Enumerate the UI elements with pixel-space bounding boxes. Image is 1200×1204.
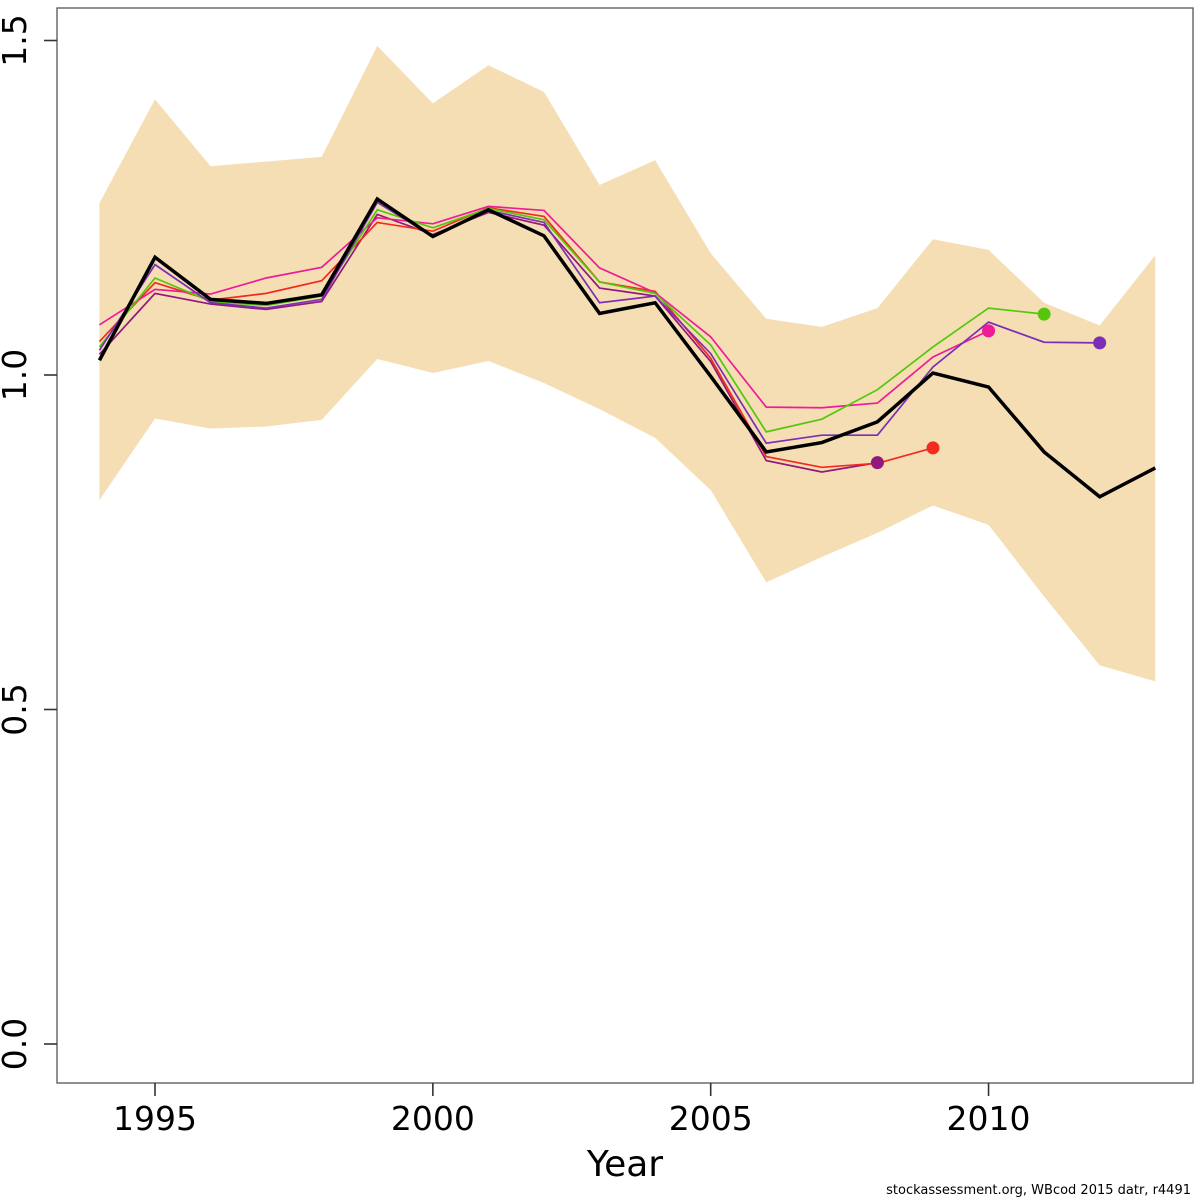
footer-citation: stockassessment.org, WBcod 2015 datr, r4… bbox=[886, 1183, 1191, 1198]
y-tick-label-1.0: 1.0 bbox=[0, 349, 34, 401]
series-line-retro-2009 bbox=[98, 206, 934, 469]
series-line-retro-2012 bbox=[98, 201, 1100, 445]
series-end-dot-retro-2009 bbox=[926, 441, 940, 455]
chart-dynamic-layer: 1995 2000 2005 2010 0.0 0.5 1.0 1.5 bbox=[0, 7, 1194, 1138]
series-end-dot-retro-2012 bbox=[1093, 336, 1107, 350]
y-tick-label-0.5: 0.5 bbox=[0, 683, 34, 735]
plot-box bbox=[56, 7, 1194, 1084]
series-end-dot-retro-2008 bbox=[870, 456, 884, 470]
confidence-band bbox=[99, 45, 1156, 682]
series-end-dot-retro-2011 bbox=[1037, 307, 1051, 321]
x-tick-label-2010: 2010 bbox=[947, 1099, 1031, 1138]
series-line-retro-2010 bbox=[98, 205, 989, 409]
y-tick-label-0.0: 0.0 bbox=[0, 1018, 34, 1070]
x-tick-label-2000: 2000 bbox=[391, 1099, 475, 1138]
series-end-dot-retro-2010 bbox=[982, 324, 996, 338]
x-tick-label-2005: 2005 bbox=[669, 1099, 753, 1138]
series-line-base-run-2013 bbox=[97, 196, 1157, 499]
x-tick-label-1995: 1995 bbox=[113, 1099, 197, 1138]
y-tick-label-1.5: 1.5 bbox=[0, 14, 34, 66]
series-line-retro-2011 bbox=[98, 207, 1045, 433]
x-axis-title: Year bbox=[586, 1144, 663, 1185]
